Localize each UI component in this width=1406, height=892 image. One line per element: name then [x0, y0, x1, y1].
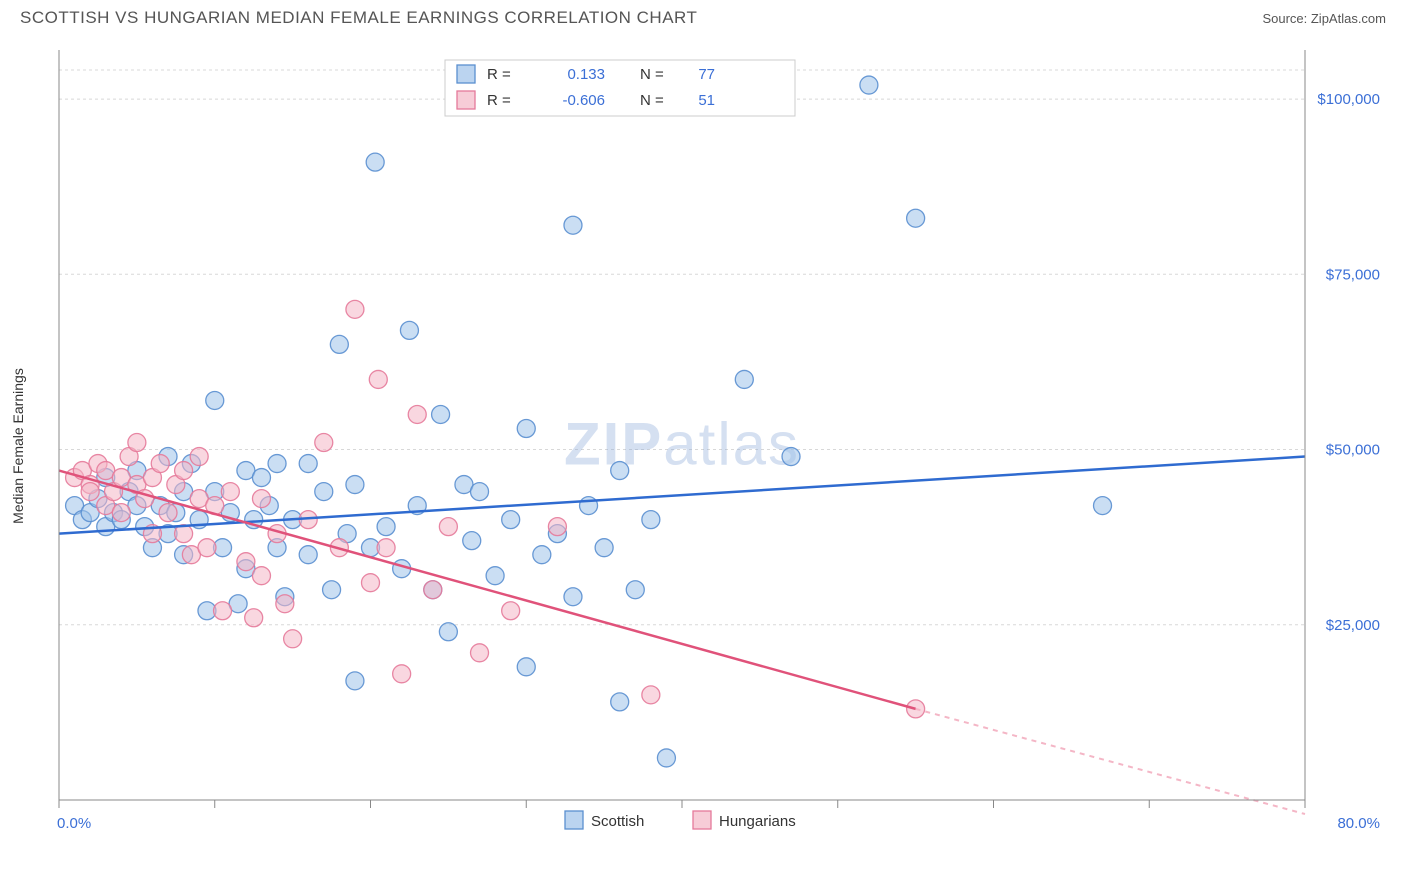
svg-text:$75,000: $75,000 — [1326, 266, 1380, 283]
svg-text:$100,000: $100,000 — [1317, 91, 1380, 108]
data-point — [642, 686, 660, 704]
data-point — [276, 595, 294, 613]
svg-text:R =: R = — [487, 92, 511, 109]
data-point — [424, 581, 442, 599]
data-point — [564, 588, 582, 606]
legend-swatch — [693, 811, 711, 829]
data-point — [315, 434, 333, 452]
chart-area: $25,000 $50,000 $75,000 $100,000 ZIPatlas 0.0… — [55, 40, 1385, 840]
data-point — [735, 370, 753, 388]
chart-title: SCOTTISH VS HUNGARIAN MEDIAN FEMALE EARN… — [20, 8, 697, 28]
data-point — [657, 749, 675, 767]
source-label: Source: — [1262, 11, 1310, 26]
data-point — [198, 539, 216, 557]
data-point — [299, 455, 317, 473]
data-point — [237, 553, 255, 571]
svg-text:77: 77 — [698, 66, 715, 83]
data-point — [112, 504, 130, 522]
chart-container: SCOTTISH VS HUNGARIAN MEDIAN FEMALE EARN… — [0, 0, 1406, 892]
data-point — [782, 448, 800, 466]
data-point — [268, 455, 286, 473]
data-point — [642, 511, 660, 529]
data-point — [190, 448, 208, 466]
data-point — [346, 672, 364, 690]
data-point — [611, 693, 629, 711]
data-point — [377, 539, 395, 557]
svg-text:R =: R = — [487, 66, 511, 83]
data-point — [81, 483, 99, 501]
data-point — [175, 462, 193, 480]
data-point — [214, 602, 232, 620]
legend-swatch — [457, 65, 475, 83]
data-point — [611, 462, 629, 480]
data-point — [626, 581, 644, 599]
data-point — [486, 567, 504, 585]
data-point — [400, 321, 418, 339]
svg-text:51: 51 — [698, 92, 715, 109]
data-point — [548, 518, 566, 536]
data-point — [463, 532, 481, 550]
svg-text:ZIPatlas: ZIPatlas — [564, 411, 800, 478]
data-point — [471, 483, 489, 501]
svg-text:$25,000: $25,000 — [1326, 617, 1380, 634]
legend-label: Hungarians — [719, 813, 796, 830]
data-point — [315, 483, 333, 501]
legend-swatch — [565, 811, 583, 829]
data-point — [206, 391, 224, 409]
data-point — [439, 623, 457, 641]
data-point — [346, 476, 364, 494]
data-point — [907, 209, 925, 227]
data-point — [245, 609, 263, 627]
source: Source: ZipAtlas.com — [1262, 11, 1386, 26]
header: SCOTTISH VS HUNGARIAN MEDIAN FEMALE EARN… — [0, 0, 1406, 32]
svg-text:$50,000: $50,000 — [1326, 442, 1380, 459]
legend-label: Scottish — [591, 813, 644, 830]
data-point — [860, 76, 878, 94]
data-point — [362, 574, 380, 592]
data-point — [408, 405, 426, 423]
data-point — [377, 518, 395, 536]
source-name: ZipAtlas.com — [1311, 11, 1386, 26]
data-point — [595, 539, 613, 557]
data-point — [1094, 497, 1112, 515]
data-point — [517, 420, 535, 438]
data-point — [366, 153, 384, 171]
data-point — [533, 546, 551, 564]
data-point — [299, 546, 317, 564]
legend-swatch — [457, 91, 475, 109]
data-point — [151, 455, 169, 473]
data-point — [252, 469, 270, 487]
data-point — [471, 644, 489, 662]
data-point — [502, 511, 520, 529]
data-point — [330, 335, 348, 353]
data-point — [439, 518, 457, 536]
data-point — [369, 370, 387, 388]
data-point — [128, 434, 146, 452]
svg-text:-0.606: -0.606 — [562, 92, 605, 109]
svg-text:0.0%: 0.0% — [57, 815, 91, 832]
svg-text:80.0%: 80.0% — [1337, 815, 1380, 832]
data-point — [346, 300, 364, 318]
data-point — [221, 483, 239, 501]
scatter-chart: $25,000 $50,000 $75,000 $100,000 ZIPatlas 0.0… — [55, 40, 1385, 840]
data-point — [252, 490, 270, 508]
trend-line-extrapolated — [916, 709, 1305, 814]
data-point — [432, 405, 450, 423]
svg-text:0.133: 0.133 — [567, 66, 605, 83]
data-point — [564, 216, 582, 234]
data-point — [323, 581, 341, 599]
y-axis-label: Median Female Earnings — [10, 368, 26, 524]
svg-text:N =: N = — [640, 92, 664, 109]
data-point — [252, 567, 270, 585]
data-point — [517, 658, 535, 676]
svg-text:N =: N = — [640, 66, 664, 83]
data-point — [502, 602, 520, 620]
data-point — [284, 630, 302, 648]
data-point — [393, 665, 411, 683]
data-point — [159, 504, 177, 522]
